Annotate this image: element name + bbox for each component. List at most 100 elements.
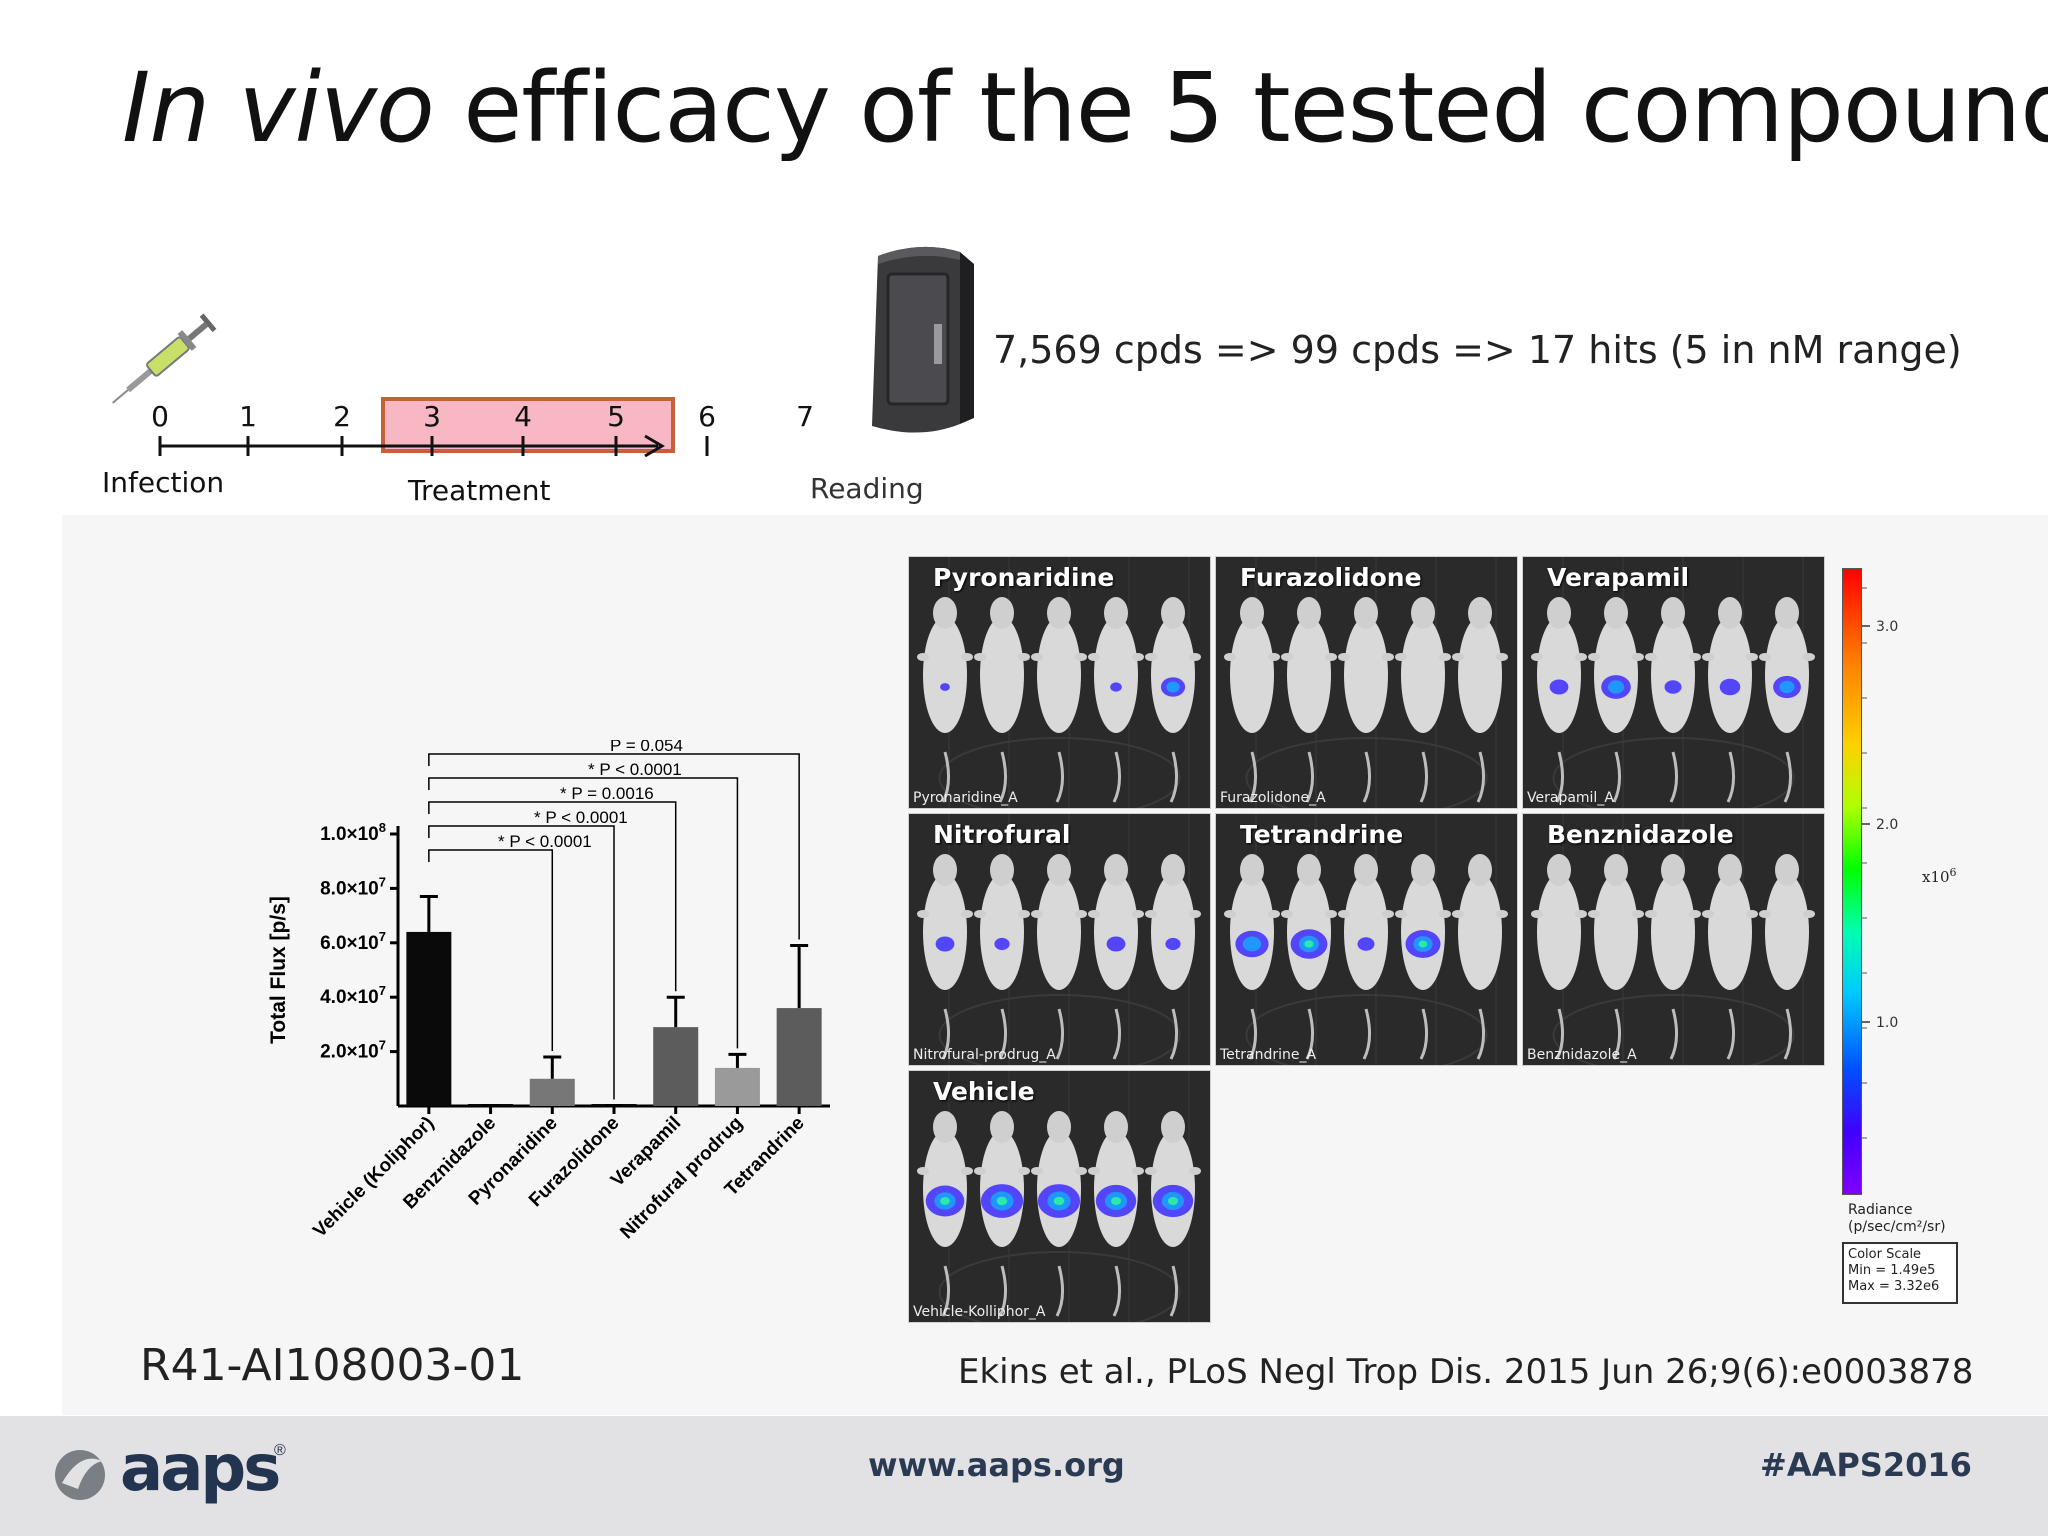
x-tick-label: Vehicle (Koliphor) bbox=[309, 1113, 438, 1242]
timeline-tick-label: 0 bbox=[151, 400, 169, 433]
mice-image bbox=[917, 1071, 1201, 1322]
panel-caption: Verapamil_A bbox=[1527, 790, 1614, 806]
mouse-panel-nitrofural: Nitrofural Nitrofural-prodrug_A bbox=[908, 813, 1211, 1066]
colorbar-ticks: 3.0 2.0 1.0 bbox=[1862, 587, 1898, 1139]
grant-id: R41-AI108003-01 bbox=[140, 1340, 525, 1391]
mouse-figure bbox=[917, 597, 973, 803]
mice-image bbox=[1531, 557, 1815, 808]
citation: Ekins et al., PLoS Negl Trop Dis. 2015 J… bbox=[958, 1352, 1974, 1392]
mouse-figure bbox=[1281, 597, 1337, 803]
mouse-figure bbox=[1224, 597, 1280, 803]
timeline-tick-label: 6 bbox=[698, 400, 716, 433]
mouse-figure bbox=[1031, 597, 1087, 803]
luminescence-signal bbox=[994, 937, 1010, 951]
mouse-panel-benznidazole: Benznidazole Benznidazole_A bbox=[1522, 813, 1825, 1066]
mouse-figure bbox=[1281, 854, 1337, 1060]
timeline-tick-label: 4 bbox=[514, 400, 532, 433]
colorbar-tick-label: 2.0 bbox=[1876, 817, 1898, 833]
screening-summary: 7,569 cpds => 99 cpds => 17 hits (5 in n… bbox=[993, 328, 1962, 372]
mouse-figure bbox=[974, 597, 1030, 803]
mouse-figure bbox=[1338, 597, 1394, 803]
panel-title: Tetrandrine bbox=[1240, 820, 1404, 849]
mouse-figure bbox=[1531, 854, 1587, 1060]
panel-caption: Benznidazole_A bbox=[1527, 1047, 1637, 1063]
flux-bar-chart: 2.0×107 4.0×107 6.0×107 8.0×107 1.0×108 Total… bbox=[267, 740, 830, 1243]
aaps-logo[interactable]: aaps ® bbox=[52, 1432, 292, 1510]
title-italic: In vivo bbox=[122, 52, 435, 164]
significance-bracket bbox=[428, 753, 800, 940]
panel-title: Pyronaridine bbox=[933, 563, 1115, 592]
mouse-figure bbox=[1395, 854, 1451, 1060]
mouse-figure bbox=[1702, 854, 1758, 1060]
y-tick-label: 8.0×107 bbox=[320, 874, 386, 899]
radiance-unit-line2: (p/sec/cm²/sr) bbox=[1848, 1219, 1946, 1235]
significance-label: * P < 0.0001 bbox=[588, 760, 682, 779]
y-tick-label: 6.0×107 bbox=[320, 929, 386, 954]
footer-bar bbox=[0, 1416, 2048, 1536]
bioluminescence-panels: Pyronaridine Pyronaridine_A Furazolidone Fu… bbox=[908, 556, 1832, 1324]
luminescence-signal bbox=[940, 683, 950, 691]
mouse-figure bbox=[1088, 854, 1144, 1060]
mouse-figure bbox=[1338, 854, 1394, 1060]
significance-bracket bbox=[428, 801, 677, 992]
panel-caption: Vehicle-Kolliphor_A bbox=[913, 1304, 1046, 1320]
color-scale-title: Color Scale bbox=[1848, 1247, 1922, 1262]
mouse-figure bbox=[974, 1111, 1030, 1317]
panel-caption: Pyronaridine_A bbox=[913, 790, 1018, 806]
y-tick-label: 2.0×107 bbox=[320, 1038, 386, 1063]
radiance-unit-line1: Radiance bbox=[1848, 1202, 1913, 1218]
mouse-panel-furazolidone: Furazolidone Furazolidone_A bbox=[1215, 556, 1518, 809]
y-axis-label: Total Flux [p/s] bbox=[267, 896, 290, 1044]
panel-caption: Tetrandrine_A bbox=[1220, 1047, 1317, 1063]
panel-title: Vehicle bbox=[933, 1077, 1035, 1106]
mouse-figure bbox=[917, 854, 973, 1060]
colorbar-multiplier: x106 bbox=[1922, 866, 1957, 886]
footer-hashtag: #AAPS2016 bbox=[1760, 1446, 1972, 1484]
mouse-figure bbox=[1588, 597, 1644, 803]
treatment-timeline: 0 1 2 3 4 5 6 7 Infection Treatment Reading bbox=[102, 313, 924, 507]
significance-label: * P = 0.0016 bbox=[560, 784, 654, 803]
panel-title: Nitrofural bbox=[933, 820, 1071, 849]
mouse-panel-verapamil: Verapamil Verapamil_A bbox=[1522, 556, 1825, 809]
mouse-figure bbox=[1145, 1111, 1201, 1317]
mice-image bbox=[1224, 557, 1508, 808]
syringe-icon bbox=[112, 313, 217, 404]
y-tick-label: 1.0×108 bbox=[320, 820, 386, 845]
bar bbox=[714, 1067, 760, 1106]
mouse-panel-vehicle: Vehicle Vehicle-Kolliphor_A bbox=[908, 1070, 1211, 1323]
timeline-tick-label: 1 bbox=[239, 400, 257, 433]
timeline-tick-label: 2 bbox=[333, 400, 351, 433]
aaps-swirl-icon bbox=[55, 1450, 105, 1500]
mouse-figure bbox=[1702, 597, 1758, 803]
significance-label: * P < 0.0001 bbox=[498, 832, 592, 851]
luminescence-signal bbox=[1549, 679, 1569, 695]
colorbar-tick-label: 3.0 bbox=[1876, 619, 1898, 635]
footer-url[interactable]: www.aaps.org bbox=[868, 1446, 1125, 1484]
timeline-tick-label: 5 bbox=[607, 400, 625, 433]
panel-caption: Furazolidone_A bbox=[1220, 790, 1326, 806]
significance-label: * P < 0.0001 bbox=[534, 808, 628, 827]
significance-bracket bbox=[428, 825, 615, 1100]
mouse-figure bbox=[1588, 854, 1644, 1060]
mouse-figure bbox=[917, 1111, 973, 1317]
mouse-figure bbox=[1031, 1111, 1087, 1317]
y-tick-label: 4.0×107 bbox=[320, 983, 386, 1008]
aaps-logo-text: aaps bbox=[120, 1432, 281, 1506]
luminescence-signal bbox=[1719, 678, 1741, 696]
luminescence-signal bbox=[1110, 682, 1122, 692]
title-rest: efficacy of the 5 tested compounds bbox=[433, 52, 2048, 164]
mouse-figure bbox=[1145, 854, 1201, 1060]
color-scale-box: Color Scale Min = 1.49e5 Max = 3.32e6 bbox=[1842, 1242, 1958, 1304]
luminescence-signal bbox=[1664, 680, 1682, 694]
bar bbox=[653, 1027, 699, 1106]
mice-image bbox=[1224, 814, 1508, 1065]
panel-caption: Nitrofural-prodrug_A bbox=[913, 1047, 1056, 1063]
panel-title: Furazolidone bbox=[1240, 563, 1422, 592]
colorbar-tick-label: 1.0 bbox=[1876, 1015, 1898, 1031]
mouse-figure bbox=[1145, 597, 1201, 803]
label-infection: Infection bbox=[102, 466, 224, 499]
mouse-figure bbox=[1031, 854, 1087, 1060]
mouse-panel-tetrandrine: Tetrandrine Tetrandrine_A bbox=[1215, 813, 1518, 1066]
timeline-arrowhead bbox=[644, 434, 665, 458]
slide-title: In vivo efficacy of the 5 tested compoun… bbox=[122, 52, 2048, 164]
